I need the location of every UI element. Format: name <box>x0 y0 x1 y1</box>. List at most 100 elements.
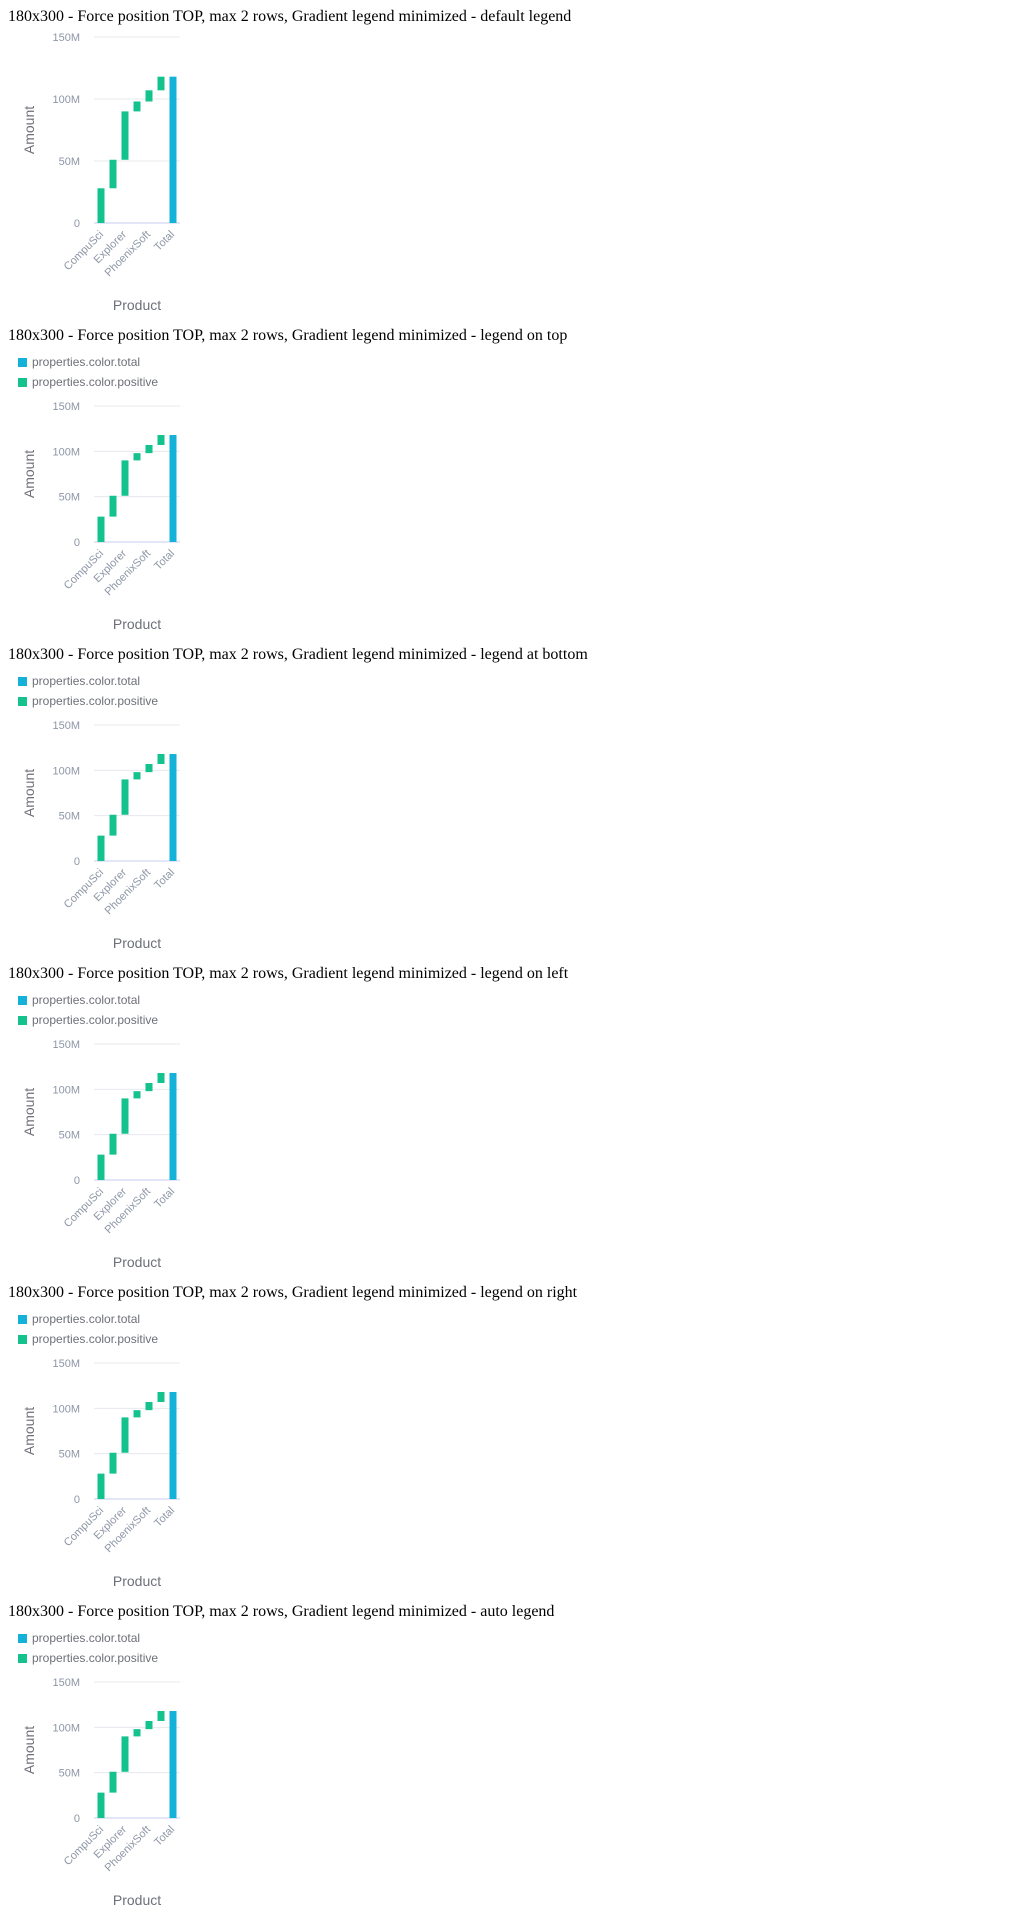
chart-section: 180x300 - Force position TOP, max 2 rows… <box>0 1595 1024 1914</box>
total-bar[interactable] <box>169 754 177 861</box>
positive-bar[interactable] <box>133 453 141 461</box>
positive-bar[interactable] <box>97 188 105 223</box>
legend-label: properties.color.positive <box>32 1651 159 1665</box>
positive-bar[interactable] <box>121 1736 129 1772</box>
y-tick-label: 150M <box>52 32 80 44</box>
positive-bar[interactable] <box>133 1410 141 1418</box>
positive-bar[interactable] <box>133 1729 141 1737</box>
positive-bar[interactable] <box>145 1401 153 1411</box>
y-tick-label: 100M <box>52 94 80 106</box>
legend-label: properties.color.total <box>32 993 141 1007</box>
legend-label: properties.color.positive <box>32 694 159 708</box>
legend-swatch <box>18 1634 27 1643</box>
chart-section: 180x300 - Force position TOP, max 2 rows… <box>0 319 1024 638</box>
positive-bar[interactable] <box>97 516 105 542</box>
legend-swatch <box>18 378 27 387</box>
legend-swatch <box>18 1315 27 1324</box>
positive-bar[interactable] <box>109 159 117 189</box>
chart-section: 180x300 - Force position TOP, max 2 rows… <box>0 638 1024 957</box>
y-axis-title: Amount <box>21 106 37 154</box>
y-tick-label: 100M <box>52 765 80 777</box>
legend-label: properties.color.positive <box>32 1332 159 1346</box>
x-tick-label: Total <box>152 1505 177 1530</box>
section-title: 180x300 - Force position TOP, max 2 rows… <box>8 965 569 982</box>
y-tick-label: 150M <box>52 401 80 413</box>
positive-bar[interactable] <box>109 1133 117 1155</box>
positive-bar[interactable] <box>145 1082 153 1092</box>
y-tick-label: 0 <box>74 856 80 868</box>
positive-bar[interactable] <box>157 1711 165 1721</box>
positive-bar[interactable] <box>109 1771 117 1793</box>
positive-bar[interactable] <box>109 495 117 517</box>
legend-label: properties.color.total <box>32 1312 141 1326</box>
x-axis-title: Product <box>113 1254 161 1270</box>
positive-bar[interactable] <box>109 1452 117 1474</box>
x-tick-label: Total <box>152 229 177 254</box>
positive-bar[interactable] <box>157 754 165 764</box>
y-axis-title: Amount <box>21 1407 37 1455</box>
positive-bar[interactable] <box>145 90 153 102</box>
positive-bar[interactable] <box>121 1417 129 1453</box>
y-axis-title: Amount <box>21 450 37 498</box>
section-title: 180x300 - Force position TOP, max 2 rows… <box>8 1284 578 1301</box>
y-tick-label: 100M <box>52 1403 80 1415</box>
legend-swatch <box>18 697 27 706</box>
positive-bar[interactable] <box>157 435 165 445</box>
section-title: 180x300 - Force position TOP, max 2 rows… <box>8 646 588 663</box>
y-tick-label: 100M <box>52 1084 80 1096</box>
positive-bar[interactable] <box>157 76 165 91</box>
y-axis-title: Amount <box>21 1088 37 1136</box>
positive-bar[interactable] <box>133 1091 141 1099</box>
positive-bar[interactable] <box>97 1473 105 1499</box>
x-axis-title: Product <box>113 935 161 951</box>
y-tick-label: 150M <box>52 1677 80 1689</box>
legend-swatch <box>18 677 27 686</box>
y-tick-label: 100M <box>52 446 80 458</box>
positive-bar[interactable] <box>157 1073 165 1083</box>
legend-swatch <box>18 1654 27 1663</box>
positive-bar[interactable] <box>157 1392 165 1402</box>
positive-bar[interactable] <box>145 763 153 773</box>
total-bar[interactable] <box>169 1392 177 1499</box>
chart-section: 180x300 - Force position TOP, max 2 rows… <box>0 1276 1024 1595</box>
section-title: 180x300 - Force position TOP, max 2 rows… <box>8 8 572 25</box>
positive-bar[interactable] <box>109 814 117 836</box>
legend-swatch <box>18 996 27 1005</box>
positive-bar[interactable] <box>121 1098 129 1134</box>
y-tick-label: 0 <box>74 1813 80 1825</box>
chart-section: 180x300 - Force position TOP, max 2 rows… <box>0 957 1024 1276</box>
legend-label: properties.color.positive <box>32 1013 159 1027</box>
legend-label: properties.color.total <box>32 1631 141 1645</box>
positive-bar[interactable] <box>97 835 105 861</box>
x-tick-label: Total <box>152 1824 177 1849</box>
legend-label: properties.color.total <box>32 674 141 688</box>
legend-label: properties.color.total <box>32 355 141 369</box>
y-tick-label: 50M <box>59 811 80 823</box>
positive-bar[interactable] <box>97 1792 105 1818</box>
y-axis-title: Amount <box>21 1726 37 1774</box>
x-axis-title: Product <box>113 1573 161 1589</box>
total-bar[interactable] <box>169 1073 177 1180</box>
y-tick-label: 0 <box>74 218 80 230</box>
y-tick-label: 150M <box>52 720 80 732</box>
total-bar[interactable] <box>169 1711 177 1818</box>
positive-bar[interactable] <box>121 779 129 815</box>
positive-bar[interactable] <box>121 111 129 160</box>
positive-bar[interactable] <box>133 772 141 780</box>
x-tick-label: Total <box>152 548 177 573</box>
positive-bar[interactable] <box>97 1154 105 1180</box>
section-title: 180x300 - Force position TOP, max 2 rows… <box>8 327 568 344</box>
total-bar[interactable] <box>169 435 177 542</box>
y-tick-label: 0 <box>74 1494 80 1506</box>
positive-bar[interactable] <box>133 101 141 112</box>
positive-bar[interactable] <box>145 444 153 454</box>
chart-section: 180x300 - Force position TOP, max 2 rows… <box>0 0 1024 319</box>
positive-bar[interactable] <box>145 1720 153 1730</box>
total-bar[interactable] <box>169 76 177 224</box>
positive-bar[interactable] <box>121 460 129 496</box>
legend-swatch <box>18 358 27 367</box>
x-axis-title: Product <box>113 1892 161 1908</box>
